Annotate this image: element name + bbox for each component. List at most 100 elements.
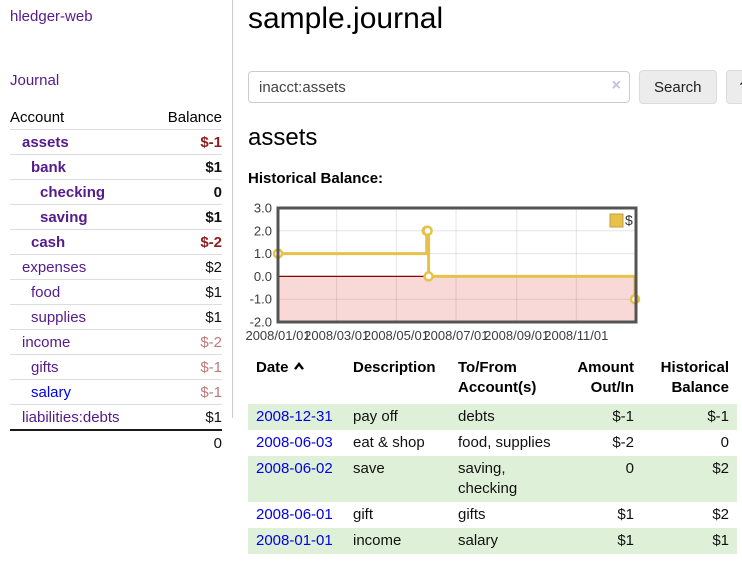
svg-text:2.0: 2.0 <box>254 223 272 238</box>
sidebar-account-income[interactable]: income <box>22 333 71 351</box>
transaction-date-link[interactable]: 2008-06-03 <box>256 434 333 451</box>
sidebar-account-row: gifts $-1 <box>10 354 222 379</box>
register-row: 2008-06-01 gift gifts $1 $2 <box>248 502 737 528</box>
total-balance: 0 <box>213 434 222 452</box>
sidebar-account-row: liabilities:debts $1 <box>10 404 222 429</box>
svg-text:1.0: 1.0 <box>254 246 272 261</box>
sidebar-account-balance: $1 <box>205 408 222 426</box>
register-row: 2008-06-02 save saving, checking 0 $2 <box>248 456 737 502</box>
amount-cell: $-2 <box>612 434 634 451</box>
sidebar-account-row: assets $-1 <box>10 129 222 154</box>
balance-cell: $2 <box>712 506 729 523</box>
sidebar-account-balance: $-1 <box>200 383 222 401</box>
register-header-row: Date Description To/From Account(s) Amou… <box>248 356 737 404</box>
help-button[interactable]: ? <box>725 70 742 104</box>
sidebar-account-balance: $-2 <box>200 333 222 351</box>
sidebar-account-row: cash $-2 <box>10 229 222 254</box>
sidebar-account-food[interactable]: food <box>31 283 61 301</box>
sidebar-account-balance: $2 <box>205 258 222 276</box>
description-column-header: Description <box>353 359 436 376</box>
svg-text:2008/03/01: 2008/03/01 <box>304 328 369 343</box>
sort-ascending-icon <box>293 362 304 370</box>
sidebar-account-balance: $-2 <box>200 233 222 251</box>
register-row: 2008-06-03 eat & shop food, supplies $-2 0 <box>248 430 737 456</box>
svg-text:2008/11/01: 2008/11/01 <box>544 328 608 343</box>
chart-title: Historical Balance: <box>248 170 384 187</box>
sidebar-account-row: income $-2 <box>10 329 222 354</box>
balance-column-header: Historical Balance <box>660 359 729 396</box>
sidebar-account-balance: $-1 <box>200 133 222 151</box>
sidebar-account-gifts[interactable]: gifts <box>31 358 59 376</box>
clear-search-icon[interactable]: × <box>611 77 621 94</box>
account-table-header: Account Balance <box>10 105 222 129</box>
sidebar-account-row: bank $1 <box>10 154 222 179</box>
sidebar-account-assets[interactable]: assets <box>22 133 69 151</box>
transaction-date-link[interactable]: 2008-06-02 <box>256 460 333 477</box>
balance-cell: 0 <box>720 434 729 451</box>
account-column-header: Account <box>10 108 65 126</box>
app-title-link[interactable]: hledger-web <box>10 8 93 25</box>
balance-cell: $1 <box>712 532 729 549</box>
page-title: sample.journal <box>248 2 444 35</box>
description-cell: save <box>353 460 385 477</box>
description-cell: gift <box>353 506 374 523</box>
sidebar-account-saving[interactable]: saving <box>40 208 88 226</box>
accounts-column-header: To/From Account(s) <box>458 359 537 396</box>
amount-column-header: Amount Out/In <box>577 359 634 396</box>
sidebar: hledger-web Journal Account Balance asse… <box>10 8 222 452</box>
accounts-cell: food, supplies <box>458 434 551 451</box>
accounts-cell: saving, checking <box>458 460 518 497</box>
register-row: 2008-01-01 income salary $1 $1 <box>248 528 737 554</box>
sidebar-account-checking[interactable]: checking <box>40 183 106 201</box>
sidebar-account-supplies[interactable]: supplies <box>31 308 87 326</box>
register-row: 2008-12-31 pay off debts $-1 $-1 <box>248 404 737 430</box>
amount-cell: $1 <box>617 506 634 523</box>
amount-cell: 0 <box>625 460 634 477</box>
sidebar-account-balance: $1 <box>205 158 222 176</box>
chart-canvas: $3.0 2.0 1.0 0.0 -1.0 -2.02008/01/012008/03/0… <box>245 201 641 343</box>
transaction-date-link[interactable]: 2008-01-01 <box>256 532 333 549</box>
description-cell: income <box>353 532 402 549</box>
sidebar-account-expenses[interactable]: expenses <box>22 258 87 276</box>
transaction-date-link[interactable]: 2008-06-01 <box>256 506 333 523</box>
sidebar-account-cash[interactable]: cash <box>31 233 66 251</box>
description-cell: eat & shop <box>353 434 425 451</box>
accounts-cell: debts <box>458 408 495 425</box>
svg-text:2008/05/01: 2008/05/01 <box>364 328 429 343</box>
sidebar-divider <box>232 0 233 418</box>
search-form: × Search ? <box>248 70 742 104</box>
sidebar-item-journal[interactable]: Journal <box>10 72 60 89</box>
svg-text:-1.0: -1.0 <box>250 292 272 307</box>
date-column-header[interactable]: Date <box>248 356 345 404</box>
sidebar-account-bank[interactable]: bank <box>31 158 67 176</box>
amount-cell: $-1 <box>612 408 634 425</box>
svg-text:-2.0: -2.0 <box>250 315 272 330</box>
account-balance-table: Account Balance assets $-1 bank $1 checking 0… <box>10 105 222 455</box>
search-button[interactable]: Search <box>639 70 717 104</box>
sidebar-account-row: expenses $2 <box>10 254 222 279</box>
description-cell: pay off <box>353 408 398 425</box>
register-table: Date Description To/From Account(s) Amou… <box>248 356 737 554</box>
sidebar-account-salary[interactable]: salary <box>31 383 72 401</box>
sidebar-account-row: food $1 <box>10 279 222 304</box>
amount-cell: $1 <box>617 532 634 549</box>
sidebar-account-row: checking 0 <box>10 179 222 204</box>
transaction-date-link[interactable]: 2008-12-31 <box>256 408 333 425</box>
sidebar-account-balance: $1 <box>205 308 222 326</box>
main-content: sample.journal × Search ? assets Histori… <box>245 0 742 582</box>
sidebar-account-balance: $-1 <box>200 358 222 376</box>
search-input[interactable] <box>248 71 630 103</box>
accounts-cell: salary <box>458 532 499 549</box>
svg-text:$: $ <box>625 212 633 228</box>
sidebar-account-balance: 0 <box>213 183 222 201</box>
sidebar-account-row: saving $1 <box>10 204 222 229</box>
svg-text:2008/09/01: 2008/09/01 <box>484 328 549 343</box>
sidebar-account-balance: $1 <box>205 208 222 226</box>
sidebar-account-row: salary $-1 <box>10 379 222 404</box>
sidebar-account-liabilities:debts[interactable]: liabilities:debts <box>22 408 120 426</box>
svg-text:2008/07/01: 2008/07/01 <box>423 328 488 343</box>
svg-text:2008/01/01: 2008/01/01 <box>245 328 310 343</box>
balance-column-header: Balance <box>167 108 222 126</box>
accounts-cell: gifts <box>458 506 486 523</box>
historical-balance-chart: $3.0 2.0 1.0 0.0 -1.0 -2.0 2008/01/01 2008/03/0… <box>245 201 658 348</box>
